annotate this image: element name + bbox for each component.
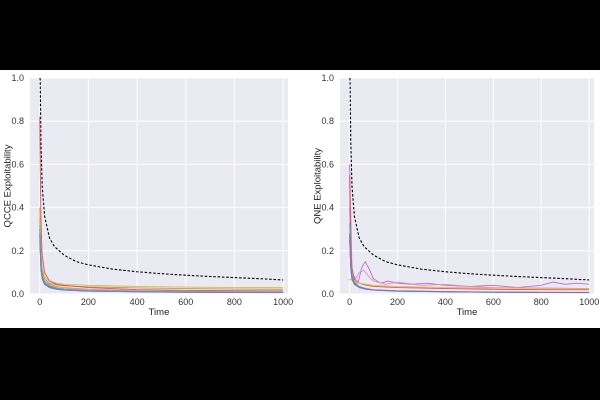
series-line bbox=[349, 239, 590, 294]
x-axis-label: Time bbox=[457, 307, 478, 318]
series-line bbox=[348, 278, 590, 290]
plot-area bbox=[340, 78, 594, 294]
series-group bbox=[348, 78, 590, 294]
x-tick-label: 400 bbox=[130, 297, 145, 307]
x-axis-label: Time bbox=[149, 307, 170, 318]
y-tick-label: 0.0 bbox=[11, 289, 24, 299]
y-tick-label: 1.0 bbox=[321, 73, 334, 83]
series-line bbox=[39, 116, 284, 292]
y-axis-label: QNE Exploitability bbox=[313, 148, 324, 224]
series-group bbox=[39, 78, 284, 294]
reference-curve bbox=[39, 78, 284, 281]
y-tick-label: 0.2 bbox=[11, 246, 24, 256]
x-tick-label: 600 bbox=[486, 297, 501, 307]
y-tick-label: 0.2 bbox=[321, 246, 334, 256]
y-tick-label: 0.8 bbox=[321, 116, 334, 126]
x-tick-label: 800 bbox=[534, 297, 549, 307]
y-tick-label: 0.0 bbox=[321, 289, 334, 299]
y-tick-label: 0.8 bbox=[11, 116, 24, 126]
x-tick-label: 200 bbox=[81, 297, 96, 307]
chart-qne: 0.0 0.2 0.4 0.6 0.8 1.0 0 200 400 600 800 1000 Time Q… bbox=[313, 73, 600, 318]
y-axis-label: QCCE Exploitability bbox=[3, 144, 14, 227]
x-tick-label: 0 bbox=[37, 297, 42, 307]
x-tick-label: 400 bbox=[438, 297, 453, 307]
x-tick-label: 200 bbox=[390, 297, 405, 307]
x-tick-label: 1000 bbox=[273, 297, 293, 307]
y-tick-label: 0.6 bbox=[11, 159, 24, 169]
series-line bbox=[349, 207, 590, 290]
plot-area bbox=[30, 78, 288, 294]
x-tick-label: 600 bbox=[178, 297, 193, 307]
x-tick-label: 1000 bbox=[579, 297, 599, 307]
x-tick-label: 800 bbox=[227, 297, 242, 307]
y-tick-label: 1.0 bbox=[11, 73, 24, 83]
y-tick-label: 0.6 bbox=[321, 159, 334, 169]
y-tick-label: 0.4 bbox=[321, 203, 334, 213]
series-line bbox=[349, 164, 590, 288]
chart-qcce: 0.0 0.2 0.4 0.6 0.8 1.0 0 200 400 600 800 1000 Time Q… bbox=[3, 73, 294, 318]
reference-curve bbox=[349, 78, 590, 281]
series-line bbox=[39, 235, 284, 293]
x-tick-label: 0 bbox=[347, 297, 352, 307]
y-tick-label: 0.4 bbox=[11, 203, 24, 213]
